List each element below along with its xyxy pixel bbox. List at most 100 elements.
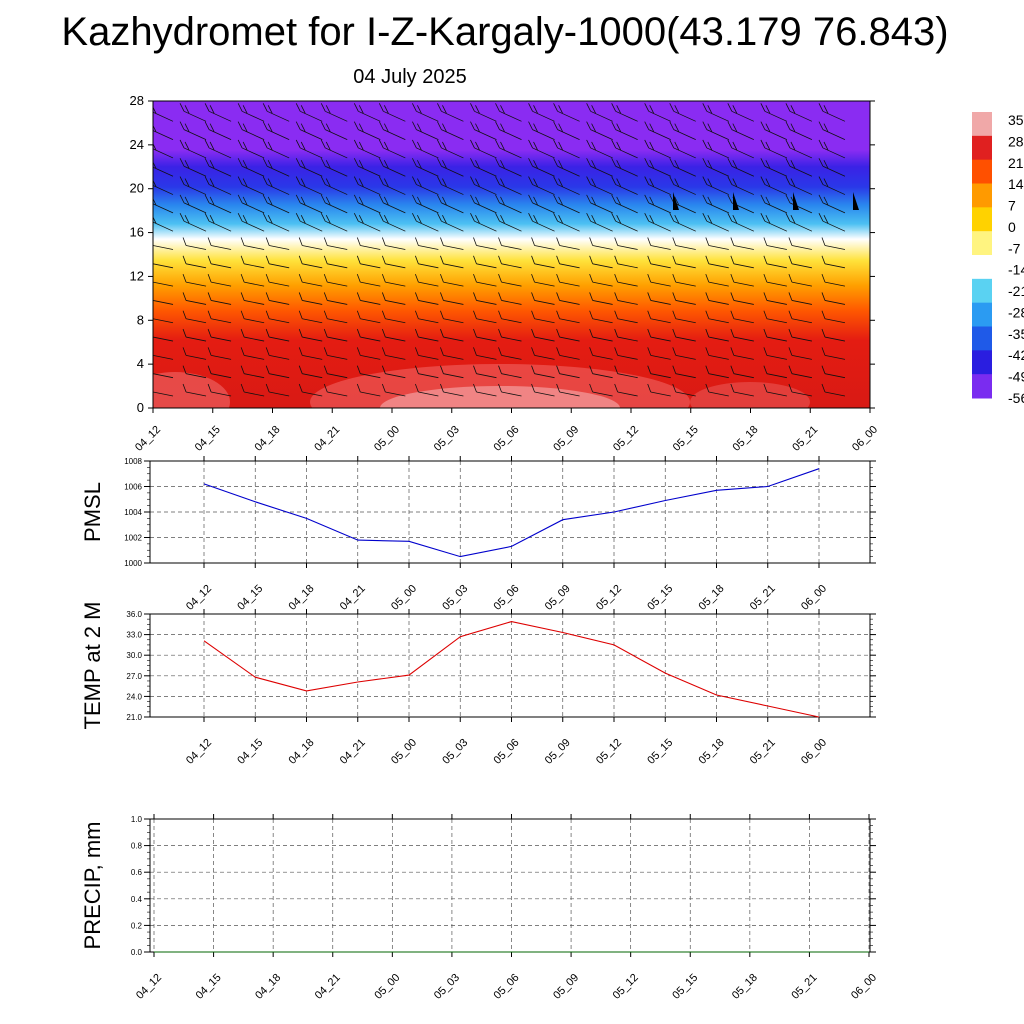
wind-barb (788, 255, 812, 269)
wind-barb (647, 237, 671, 250)
wind-barb (553, 176, 580, 195)
colorbar-segment (972, 255, 992, 280)
wind-barb (818, 176, 846, 195)
wind-barb (669, 213, 696, 232)
wind-flag (793, 192, 799, 210)
wind-barb (727, 103, 754, 122)
wind-barb (611, 121, 638, 140)
wind-barb (179, 194, 207, 214)
heatmap-x-tick-label: 05_06 (492, 424, 522, 454)
wind-barb (356, 310, 381, 324)
wind-barb (763, 328, 787, 342)
x-tick-label: 05_06 (492, 972, 522, 1002)
wind-barb (298, 347, 323, 360)
wind-barb (763, 310, 787, 324)
colorbar-label: -42 (1008, 347, 1024, 363)
wind-barb (265, 365, 290, 379)
wind-barb (553, 121, 580, 140)
y-tick-label: 27.0 (126, 672, 142, 681)
heatmap-x-tick-label: 05_00 (372, 424, 402, 454)
wind-barb (356, 273, 381, 287)
wind-barb (353, 194, 381, 214)
heatmap-x-tick-label: 06_00 (850, 424, 880, 454)
y-tick-label: 36.0 (126, 610, 142, 619)
wind-barb (470, 194, 497, 214)
wind-barb (556, 383, 580, 397)
wind-barb (298, 328, 323, 342)
colorbar-segment (972, 350, 992, 375)
heatmap-x-tick-label: 04_18 (253, 424, 283, 454)
wind-barb (644, 158, 671, 177)
x-tick-label: 05_12 (611, 972, 641, 1002)
wind-barb (323, 292, 348, 305)
wind-barb (378, 121, 406, 140)
wind-barb (440, 255, 464, 269)
heatmap-field (153, 101, 870, 408)
wind-barb (647, 383, 671, 397)
wind-barb (705, 273, 729, 287)
heatmap-x-tick-label: 05_21 (790, 424, 820, 454)
wind-barb (760, 103, 788, 122)
x-tick-label: 04_21 (338, 583, 368, 613)
wind-barb (727, 213, 754, 232)
wind-barb (262, 139, 290, 159)
x-tick-label: 05_15 (645, 583, 675, 613)
wind-barb (589, 328, 613, 342)
wind-barb (415, 328, 439, 342)
wind-barb (265, 347, 290, 360)
wind-barb (614, 255, 638, 269)
wind-barb (495, 139, 522, 159)
wind-barb (240, 310, 265, 324)
precip-panel: 0.0 0.2 0.4 0.6 0.8 1.0 04_12 04_15 04_18 04_21 05… (80, 814, 879, 1002)
wind-barb (207, 237, 232, 250)
wind-barb (818, 103, 846, 122)
wind-barb (440, 347, 464, 360)
wind-barb (644, 139, 671, 159)
wind-barb (440, 292, 464, 305)
wind-barb (262, 176, 290, 195)
wind-barb (440, 237, 464, 250)
colorbar-segment (972, 135, 992, 161)
wind-barb (763, 237, 787, 250)
wind-barb (672, 365, 696, 379)
wind-barb (495, 176, 522, 195)
colorbar-segment (972, 374, 992, 399)
wind-barb (440, 273, 464, 287)
wind-barb (788, 237, 812, 250)
wind-barb (473, 255, 497, 269)
wind-barb (356, 237, 381, 250)
wind-barb (611, 103, 638, 122)
wind-barb (705, 310, 729, 324)
wind-barb (473, 273, 497, 287)
wind-barb (153, 335, 174, 342)
wind-barb (531, 347, 555, 360)
wind-barb (672, 328, 696, 342)
colorbar-label: -7 (1008, 240, 1021, 256)
wind-barb (153, 143, 174, 159)
y-tick-label: 1008 (124, 457, 142, 466)
wind-barb (470, 121, 497, 140)
wind-barb (204, 194, 232, 214)
wind-barb (818, 121, 846, 140)
wind-barb (320, 213, 348, 232)
x-tick-label: 05_18 (697, 737, 727, 767)
wind-barb (353, 213, 381, 232)
wind-barb (702, 158, 729, 177)
wind-barb (153, 179, 174, 195)
wind-barb (672, 310, 696, 324)
wind-barb (182, 365, 207, 379)
wind-barb (298, 365, 323, 379)
wind-barb (182, 273, 207, 287)
colorbar-label: -14 (1008, 262, 1024, 278)
wind-barb (473, 237, 497, 250)
wind-barb (353, 139, 381, 159)
wind-barb (498, 328, 522, 342)
colorbar-label: -35 (1008, 326, 1024, 342)
series-line (203, 621, 820, 718)
wind-barb (295, 213, 323, 232)
wind-barb (298, 255, 323, 269)
colorbar: 35 28 21 14 7 0 -7 -14 -21 -28 -35 -42 -49 -56 (972, 112, 1024, 406)
y-tick-label: 0.2 (131, 921, 143, 930)
wind-barb (763, 292, 787, 305)
wind-barb (437, 213, 464, 232)
